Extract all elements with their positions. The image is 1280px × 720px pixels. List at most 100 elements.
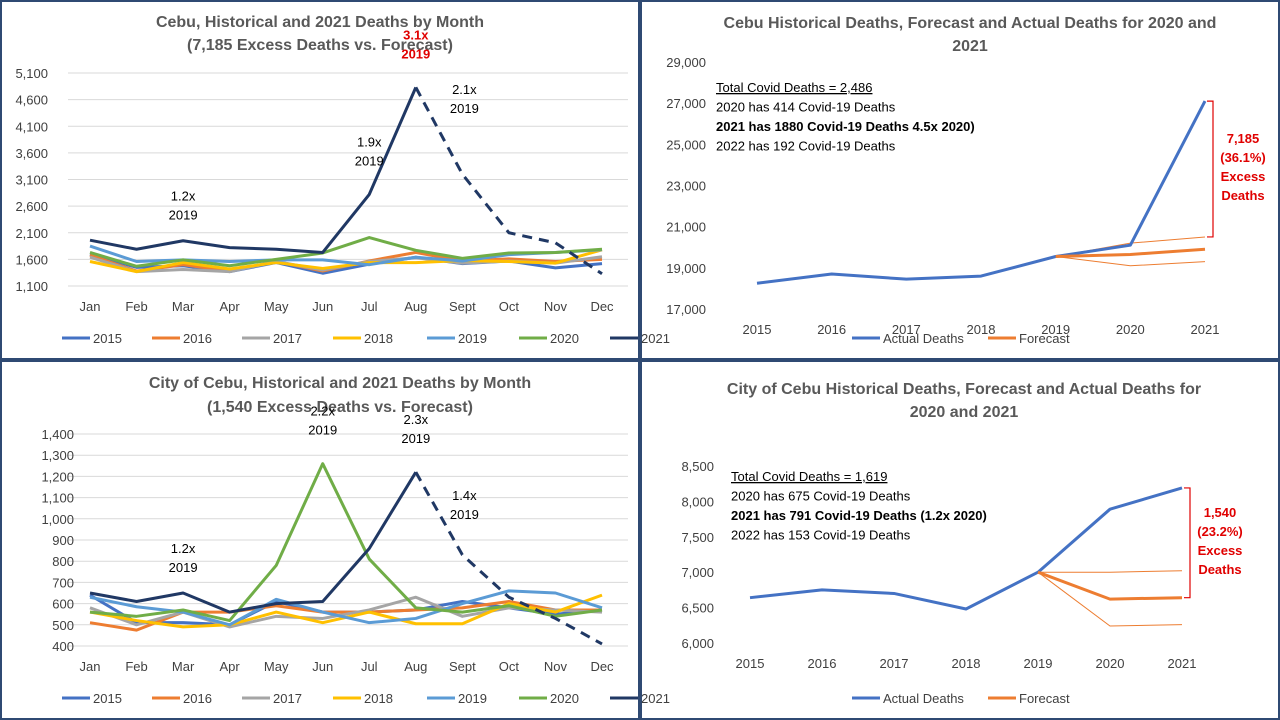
legend-label: 2019 (458, 691, 487, 706)
x-tick-label: 2018 (967, 322, 996, 337)
annotation-year: 2019 (169, 560, 198, 575)
y-tick-label: 4,600 (15, 93, 48, 108)
excess-label: Deaths (1221, 188, 1264, 203)
x-tick-label: Mar (172, 659, 195, 674)
y-tick-label: 21,000 (666, 220, 706, 235)
annotation-ratio: 1.2x (171, 541, 196, 556)
series-line-Actual Deaths (756, 100, 1207, 285)
annotation-year: 2019 (308, 423, 337, 438)
y-tick-label: 1,200 (41, 469, 74, 484)
y-tick-label: 700 (52, 575, 74, 590)
series-line-Forecast (1055, 247, 1206, 259)
x-tick-label: 2021 (1191, 322, 1220, 337)
x-tick-label: Jun (312, 659, 333, 674)
x-tick-label: 2017 (892, 322, 921, 337)
x-tick-label: Sept (449, 299, 476, 314)
note-line: 2021 has 791 Covid-19 Deaths (1.2x 2020) (731, 508, 987, 523)
panel-frame-4 (640, 360, 1280, 720)
forecast-bound-lower (1055, 256, 1206, 267)
y-tick-label: 17,000 (666, 302, 706, 317)
chart-subtitle: 2021 (952, 38, 988, 55)
y-tick-label: 5,100 (15, 66, 48, 81)
x-tick-label: Jan (80, 299, 101, 314)
chart-title: Cebu Historical Deaths, Forecast and Act… (724, 15, 1217, 32)
annotation-ratio: 1.9x (357, 134, 382, 149)
x-tick-label: 2016 (817, 322, 846, 337)
y-tick-label: 6,500 (681, 601, 714, 616)
legend-label: 2016 (183, 331, 212, 346)
x-tick-label: 2019 (1041, 322, 1070, 337)
chart-subtitle: (7,185 Excess Deaths vs. Forecast) (187, 37, 453, 54)
legend-label: 2015 (93, 691, 122, 706)
y-tick-label: 1,100 (41, 491, 74, 506)
legend-label: Forecast (1019, 331, 1070, 346)
x-tick-label: May (264, 299, 289, 314)
excess-label: (23.2%) (1197, 524, 1243, 539)
x-tick-label: 2016 (808, 656, 837, 671)
legend-label: 2021 (641, 331, 670, 346)
y-tick-label: 900 (52, 533, 74, 548)
x-tick-label: 2020 (1096, 656, 1125, 671)
x-tick-label: Jul (361, 299, 378, 314)
x-tick-label: Mar (172, 299, 195, 314)
annotation-ratio: 2.1x (452, 82, 477, 97)
forecast-bound-lower (1037, 571, 1183, 627)
annotation-year: 2019 (450, 507, 479, 522)
chart-title: Cebu, Historical and 2021 Deaths by Mont… (156, 14, 484, 31)
panel-frame-2 (640, 0, 1280, 360)
legend-label: 2019 (458, 331, 487, 346)
note-line: 2020 has 414 Covid-19 Deaths (716, 100, 896, 115)
x-tick-label: Oct (499, 659, 520, 674)
note-line: 2022 has 192 Covid-19 Deaths (716, 139, 896, 154)
annotation-year: 2019 (401, 46, 430, 61)
x-tick-label: Dec (590, 299, 614, 314)
legend-label: 2021 (641, 691, 670, 706)
annotation-year: 2019 (401, 431, 430, 446)
y-tick-label: 1,000 (41, 512, 74, 527)
chart-subtitle: (1,540 Excess Deaths vs. Forecast) (207, 399, 473, 416)
excess-label: Excess (1198, 543, 1243, 558)
series-line-dashed-2021 (414, 471, 603, 646)
legend-label: 2018 (364, 331, 393, 346)
legend-label: 2016 (183, 691, 212, 706)
series-line-2018 (89, 248, 603, 274)
y-tick-label: 1,600 (15, 252, 48, 267)
excess-label: Excess (1221, 169, 1266, 184)
annotation-year: 2019 (450, 101, 479, 116)
forecast-bound-upper (1038, 570, 1183, 573)
y-tick-label: 19,000 (666, 261, 706, 276)
y-tick-label: 8,500 (681, 459, 714, 474)
y-tick-label: 4,100 (15, 119, 48, 134)
chart-title: City of Cebu, Historical and 2021 Deaths… (149, 375, 531, 392)
series-line-2020 (89, 462, 603, 623)
y-tick-label: 1,300 (41, 448, 74, 463)
chart-2: Cebu Historical Deaths, Forecast and Act… (666, 15, 1266, 346)
y-tick-label: 2,100 (15, 226, 48, 241)
y-tick-label: 29,000 (666, 55, 706, 70)
chart-3: City of Cebu, Historical and 2021 Deaths… (41, 375, 669, 706)
y-tick-label: 7,000 (681, 565, 714, 580)
x-tick-label: 2018 (952, 656, 981, 671)
x-tick-label: Jul (361, 659, 378, 674)
x-tick-label: Aug (404, 299, 427, 314)
y-tick-label: 400 (52, 639, 74, 654)
annotation-ratio: 2.3x (404, 412, 429, 427)
series-line-dashed-2021 (414, 86, 603, 276)
y-tick-label: 1,400 (41, 427, 74, 442)
excess-bracket (1184, 487, 1191, 599)
x-tick-label: Oct (499, 299, 520, 314)
x-tick-label: 2021 (1168, 656, 1197, 671)
series-line-2021 (89, 86, 418, 254)
x-tick-label: Feb (125, 299, 147, 314)
x-tick-label: Apr (220, 299, 241, 314)
x-tick-label: Sept (449, 659, 476, 674)
series-line-2020 (89, 236, 603, 268)
chart-1: Cebu, Historical and 2021 Deaths by Mont… (15, 14, 669, 346)
y-tick-label: 25,000 (666, 137, 706, 152)
x-tick-label: Jan (80, 659, 101, 674)
legend-label: 2018 (364, 691, 393, 706)
legend-label: Forecast (1019, 691, 1070, 706)
note-line: 2022 has 153 Covid-19 Deaths (731, 528, 911, 543)
x-tick-label: 2015 (736, 656, 765, 671)
